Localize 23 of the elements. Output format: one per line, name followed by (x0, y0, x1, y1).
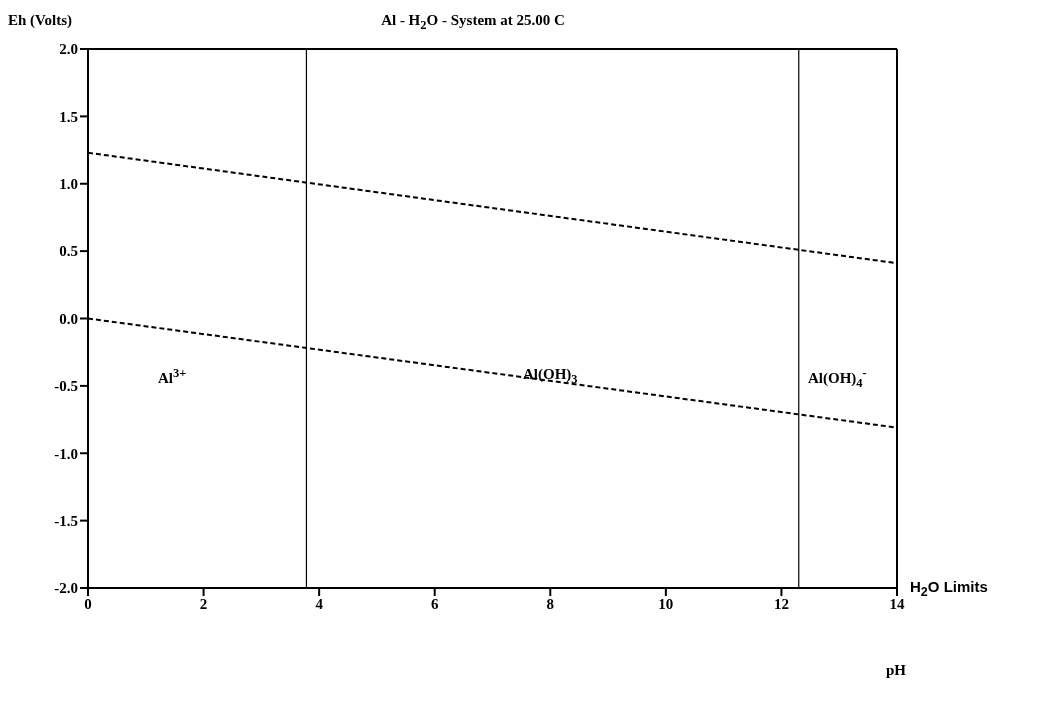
y-tick-label: -1.5 (54, 512, 78, 529)
x-tick-label: 8 (546, 595, 555, 612)
y-tick-label: 0.0 (59, 310, 78, 327)
y-tick-label: -0.5 (54, 378, 78, 395)
y-tick-label: 0.5 (59, 243, 78, 260)
y-tick-label: 1.0 (59, 176, 78, 193)
x-tick-label: 6 (430, 595, 439, 612)
x-tick-label: 2 (199, 595, 208, 612)
annotation: Al(OH)$_{3}$ (523, 366, 578, 387)
x-axis-title: pH (886, 662, 907, 679)
y-tick-label: -2.0 (54, 580, 78, 597)
y-tick-label: 1.5 (59, 108, 78, 125)
x-tick-label: 12 (773, 595, 789, 612)
annotation: Al$^{3+}$ (158, 366, 187, 387)
y-axis-title: Eh (Volts) (8, 12, 73, 29)
x-tick-label: 10 (658, 595, 674, 612)
x-tick-label: 14 (889, 595, 905, 612)
x-tick-label: 0 (84, 595, 92, 612)
chart-title: Al - H$_{2}$O - System at 25.00 C (381, 12, 565, 32)
text: H$_{2}$O Limits (910, 578, 988, 599)
x-tick-label: 4 (315, 595, 324, 612)
y-tick-label: -1.0 (54, 445, 78, 462)
y-tick-label: 2.0 (59, 41, 78, 58)
